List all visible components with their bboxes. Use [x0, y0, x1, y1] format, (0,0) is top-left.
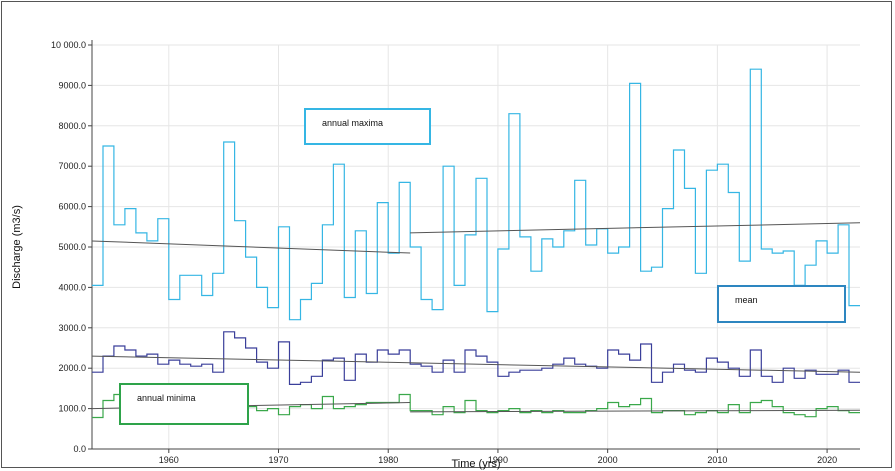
y-tick-label: 5000.0 [58, 242, 86, 252]
y-tick-label: 1000.0 [58, 404, 86, 414]
x-tick-label: 1980 [378, 455, 398, 465]
annotation-label-annual-minima: annual minima [137, 393, 196, 403]
y-tick-label: 2000.0 [58, 363, 86, 373]
axes: 0.0 1000.0 2000.0 3000.0 4000.0 5000.0 6000.0 7… [51, 40, 860, 465]
series-line-mean [92, 331, 860, 385]
y-tick-label: 6000.0 [58, 202, 86, 212]
trend-line-annual-minima [410, 409, 861, 413]
annotation-label-annual-maxima: annual maxima [322, 118, 383, 128]
x-tick-label: 1970 [268, 455, 288, 465]
annotation-label-mean: mean [735, 295, 758, 305]
trend-line-mean [91, 355, 861, 373]
y-tick-label: 8000.0 [58, 121, 86, 131]
y-tick-label: 3000.0 [58, 323, 86, 333]
y-tick-label: 4000.0 [58, 282, 86, 292]
annotations: annual maxima mean annual minima [119, 108, 846, 425]
annotation-box-mean [717, 285, 846, 323]
y-tick-label: 10 000.0 [51, 40, 86, 50]
series-group [92, 68, 860, 419]
x-axis-title: Time (yrs) [451, 458, 500, 470]
y-tick-label: 9000.0 [58, 80, 86, 90]
annotation-box-annual-maxima [304, 108, 431, 145]
y-tick-label: 0.0 [73, 444, 86, 454]
y-tick-label: 7000.0 [58, 161, 86, 171]
y-axis-title: Discharge (m3/s) [11, 205, 23, 289]
trend-line-annual-maxima [91, 240, 411, 254]
x-tick-label: 2010 [707, 455, 727, 465]
trend-line-annual-maxima [410, 222, 861, 234]
x-tick-label: 2020 [817, 455, 837, 465]
x-tick-label: 2000 [598, 455, 618, 465]
series-line-annual-maxima [92, 68, 860, 321]
x-tick-label: 1960 [159, 455, 179, 465]
annotation-box-annual-minima [119, 383, 249, 425]
x-tick-label: 1990 [488, 455, 508, 465]
